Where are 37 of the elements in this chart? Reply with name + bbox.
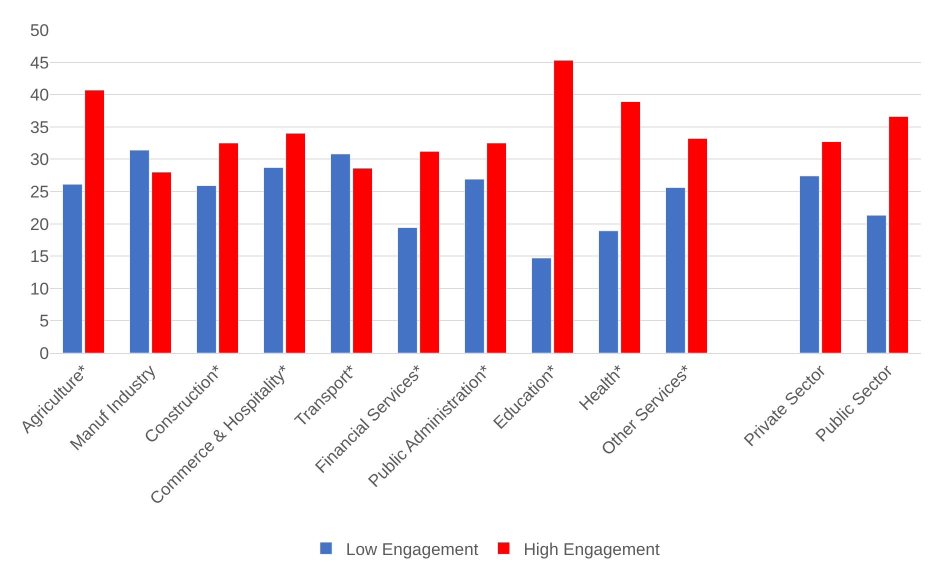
bar <box>665 187 686 353</box>
bar <box>352 168 373 353</box>
bar <box>822 142 842 353</box>
bar <box>196 185 216 353</box>
y-tick-label: 0 <box>40 344 49 363</box>
bar <box>286 133 306 353</box>
bar <box>263 167 284 353</box>
bar <box>620 101 641 353</box>
bar <box>330 154 350 353</box>
bar <box>62 184 82 353</box>
y-tick-label: 30 <box>30 150 49 170</box>
bar <box>531 258 552 353</box>
bar <box>152 172 172 353</box>
y-tick-label: 10 <box>30 279 49 298</box>
bar <box>218 142 239 353</box>
bar <box>866 215 886 353</box>
y-tick-label: 40 <box>30 86 49 105</box>
bar <box>129 150 150 353</box>
y-tick-label: 15 <box>30 247 49 266</box>
y-tick-label: 45 <box>30 53 49 72</box>
y-tick-label: 20 <box>30 214 49 234</box>
bar <box>486 142 507 353</box>
bar <box>464 178 484 353</box>
bar <box>888 116 909 353</box>
legend-label: High Engagement <box>524 540 660 559</box>
y-tick-label: 50 <box>30 20 49 40</box>
y-tick-label: 35 <box>30 118 49 137</box>
bar <box>397 227 418 353</box>
bar <box>554 60 574 353</box>
bar <box>84 90 105 353</box>
y-tick-label: 25 <box>30 182 49 202</box>
bar <box>799 176 820 353</box>
bar <box>688 138 708 353</box>
bar <box>420 151 440 353</box>
bar <box>598 230 618 353</box>
y-tick-label: 5 <box>40 312 49 331</box>
legend-label: Low Engagement <box>346 540 479 559</box>
